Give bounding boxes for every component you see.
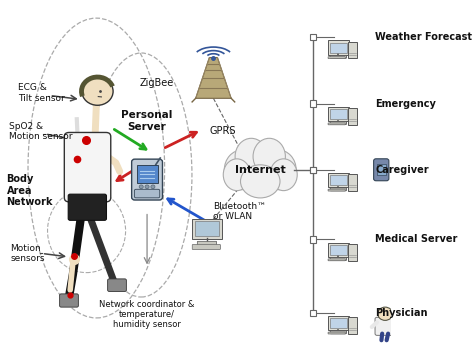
- FancyBboxPatch shape: [328, 57, 345, 58]
- FancyBboxPatch shape: [348, 244, 357, 260]
- FancyBboxPatch shape: [328, 316, 349, 330]
- FancyBboxPatch shape: [192, 219, 222, 239]
- FancyBboxPatch shape: [310, 167, 316, 173]
- Text: Physician: Physician: [375, 308, 428, 318]
- Text: Bluetooth™
or WLAN: Bluetooth™ or WLAN: [213, 202, 266, 221]
- Polygon shape: [196, 57, 231, 98]
- FancyBboxPatch shape: [328, 243, 349, 257]
- Text: Weather Forecast: Weather Forecast: [375, 32, 473, 42]
- FancyBboxPatch shape: [348, 174, 357, 191]
- FancyBboxPatch shape: [328, 332, 345, 334]
- FancyBboxPatch shape: [310, 309, 316, 316]
- FancyBboxPatch shape: [348, 42, 357, 58]
- Text: Caregiver: Caregiver: [375, 165, 429, 175]
- FancyBboxPatch shape: [330, 188, 346, 191]
- FancyBboxPatch shape: [330, 43, 346, 53]
- Text: Body
Area
Network: Body Area Network: [7, 174, 53, 207]
- Text: ECG &
Tilt sensor: ECG & Tilt sensor: [18, 83, 65, 103]
- Ellipse shape: [270, 159, 297, 191]
- Circle shape: [378, 307, 392, 320]
- Text: Personal
Server: Personal Server: [121, 110, 173, 132]
- FancyBboxPatch shape: [330, 331, 346, 334]
- FancyBboxPatch shape: [328, 259, 345, 261]
- FancyBboxPatch shape: [310, 100, 316, 107]
- FancyBboxPatch shape: [375, 317, 395, 335]
- Circle shape: [139, 185, 143, 189]
- FancyBboxPatch shape: [328, 40, 349, 55]
- FancyBboxPatch shape: [328, 173, 349, 188]
- Ellipse shape: [223, 159, 251, 191]
- FancyBboxPatch shape: [134, 189, 160, 198]
- Text: Emergency: Emergency: [375, 99, 436, 108]
- FancyBboxPatch shape: [108, 279, 127, 292]
- FancyBboxPatch shape: [330, 109, 346, 119]
- Circle shape: [151, 185, 155, 189]
- FancyBboxPatch shape: [192, 245, 220, 250]
- Ellipse shape: [240, 165, 280, 198]
- FancyBboxPatch shape: [330, 56, 346, 58]
- Circle shape: [145, 185, 149, 189]
- FancyBboxPatch shape: [348, 317, 357, 334]
- FancyBboxPatch shape: [310, 236, 316, 243]
- Circle shape: [82, 77, 113, 105]
- Ellipse shape: [235, 138, 267, 175]
- FancyBboxPatch shape: [330, 175, 346, 185]
- Text: GPRS: GPRS: [210, 126, 236, 136]
- FancyBboxPatch shape: [328, 123, 345, 125]
- Text: Medical Server: Medical Server: [375, 234, 458, 245]
- FancyBboxPatch shape: [330, 122, 346, 125]
- Ellipse shape: [260, 150, 296, 190]
- Ellipse shape: [224, 150, 260, 190]
- FancyBboxPatch shape: [374, 159, 389, 181]
- FancyBboxPatch shape: [328, 189, 345, 191]
- FancyBboxPatch shape: [64, 132, 111, 202]
- FancyBboxPatch shape: [60, 294, 78, 307]
- FancyBboxPatch shape: [330, 245, 346, 255]
- FancyBboxPatch shape: [310, 34, 316, 41]
- FancyBboxPatch shape: [137, 165, 157, 183]
- FancyBboxPatch shape: [328, 107, 349, 121]
- FancyBboxPatch shape: [310, 167, 316, 173]
- FancyBboxPatch shape: [132, 159, 163, 200]
- FancyBboxPatch shape: [195, 221, 219, 236]
- Text: Motion
sensors: Motion sensors: [10, 244, 45, 263]
- FancyBboxPatch shape: [330, 258, 346, 260]
- FancyBboxPatch shape: [330, 318, 346, 328]
- Text: Network coordinator &
temperature/
humidity sensor: Network coordinator & temperature/ humid…: [100, 300, 195, 329]
- Text: Internet: Internet: [235, 165, 286, 175]
- FancyBboxPatch shape: [377, 164, 386, 175]
- Ellipse shape: [253, 138, 285, 175]
- Ellipse shape: [237, 145, 283, 195]
- FancyBboxPatch shape: [348, 108, 357, 125]
- Text: SpO2 &
Motion sensor: SpO2 & Motion sensor: [9, 122, 73, 141]
- FancyBboxPatch shape: [68, 194, 107, 220]
- FancyBboxPatch shape: [197, 241, 217, 245]
- Text: ZigBee: ZigBee: [139, 78, 173, 88]
